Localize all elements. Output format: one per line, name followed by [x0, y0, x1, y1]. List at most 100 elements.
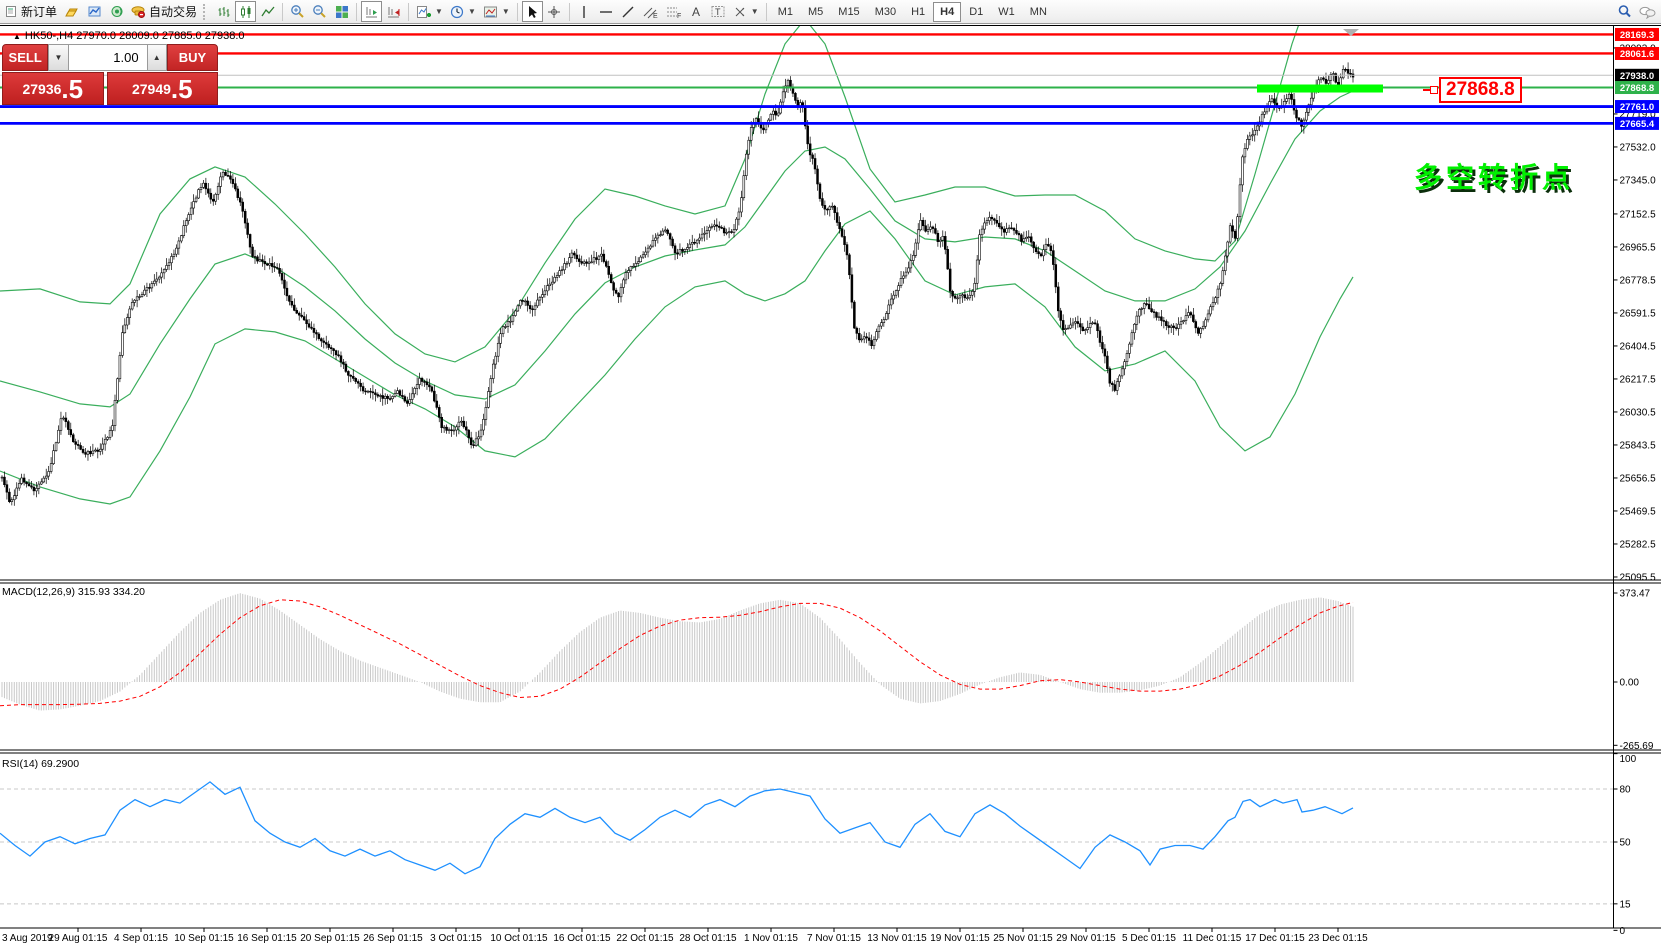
svg-text:E: E [653, 13, 658, 19]
rsi-indicator-label: RSI(14) 69.2900 [2, 758, 80, 770]
bollinger-upper-band [0, 25, 1300, 363]
timeframe-mn[interactable]: MN [1023, 2, 1054, 22]
price-level-value: 27868.8 [1439, 77, 1522, 103]
auto-scroll-icon [366, 6, 378, 17]
chat-icon [1639, 6, 1656, 19]
volume-increase-button[interactable]: ▲ [146, 44, 167, 71]
timeframe-w1[interactable]: W1 [991, 2, 1022, 22]
horizontal-line-button[interactable] [596, 1, 617, 22]
rsi-axis-label: 15 [1620, 899, 1632, 910]
buy-button[interactable]: BUY [166, 44, 218, 71]
arrow-marker [1343, 29, 1359, 36]
chevron-down-icon: ▼ [750, 7, 759, 16]
price-badge-label: 27665.4 [1620, 119, 1655, 130]
price-badge-label: 28169.3 [1620, 30, 1654, 41]
bar-chart-icon [218, 6, 230, 17]
zoom-out-button[interactable] [309, 1, 330, 22]
chart-canvas[interactable]: 28093.027719.027532.027345.027152.526965… [0, 25, 1661, 946]
toolbar-separator [516, 2, 518, 21]
volume-decrease-button[interactable]: ▼ [48, 44, 69, 71]
timeframe-m1[interactable]: M1 [771, 2, 800, 22]
bar-chart-button[interactable] [213, 1, 234, 22]
timeframe-m5[interactable]: M5 [801, 2, 830, 22]
buy-price-main: 27949 [131, 80, 171, 97]
chart-shift-button[interactable] [383, 1, 404, 22]
auto-scroll-button[interactable] [361, 1, 383, 22]
crosshair-button[interactable] [544, 1, 565, 22]
timeframe-h4[interactable]: H4 [933, 1, 962, 22]
price-tick-label: 27152.5 [1620, 209, 1657, 220]
tag-connector [1423, 89, 1430, 91]
cursor-button[interactable] [521, 1, 543, 22]
trendline-button[interactable] [618, 1, 639, 22]
vertical-line-icon [583, 5, 585, 18]
time-axis-label: 5 Dec 01:15 [1122, 933, 1176, 944]
price-badge [1615, 68, 1659, 82]
timeframe-h1[interactable]: H1 [904, 2, 932, 22]
time-axis-label: 1 Nov 01:15 [744, 933, 798, 944]
bollinger-bands [0, 25, 1354, 505]
equidistant-channel-button[interactable]: E [640, 1, 662, 22]
timeframe-d1[interactable]: D1 [962, 2, 990, 22]
price-badge [1615, 81, 1659, 95]
price-tick-label: 25469.5 [1620, 506, 1657, 517]
price-tick-label: 27719.0 [1620, 109, 1657, 120]
time-axis-label: 28 Oct 01:15 [679, 933, 737, 944]
price-tick-label: 26404.5 [1620, 341, 1657, 352]
price-tick-label: 26030.5 [1620, 407, 1657, 418]
gold-button[interactable] [61, 1, 83, 22]
time-axis-label: 25 Nov 01:15 [993, 933, 1053, 944]
chart-annotation[interactable]: 多空转折点 [1414, 162, 1575, 193]
indicators-button[interactable]: ▼ [413, 1, 446, 22]
sell-button[interactable]: SELL [2, 44, 49, 71]
svg-text:T: T [715, 7, 721, 17]
text-button[interactable]: A [686, 1, 707, 22]
shapes-button[interactable]: ▼ [730, 1, 762, 22]
template-icon [483, 6, 497, 17]
templates-button[interactable]: ▼ [480, 1, 513, 22]
time-axis-label: 16 Oct 01:15 [553, 933, 611, 944]
toolbar: 新订单 自动交易 [0, 0, 1661, 24]
line-chart-icon [260, 6, 275, 16]
buy-price[interactable]: 27949.5 [106, 72, 218, 105]
zoom-in-button[interactable] [287, 1, 308, 22]
search-button[interactable] [1614, 1, 1635, 22]
auto-trading-button[interactable]: 自动交易 [128, 1, 200, 22]
time-axis-label: 3 Aug 2019 [2, 933, 53, 944]
time-axis-label: 22 Oct 01:15 [616, 933, 674, 944]
new-order-button[interactable]: 新订单 [2, 1, 60, 22]
chat-button[interactable] [1636, 1, 1659, 22]
toolbar-separator [408, 2, 410, 21]
tile-windows-button[interactable] [331, 1, 352, 22]
candlesticks [0, 62, 1355, 506]
signals-button[interactable] [106, 1, 127, 22]
toolbar-grip [203, 3, 210, 20]
rsi-axis-label: 0 [1620, 926, 1626, 937]
price-tick-label: 27532.0 [1620, 142, 1657, 153]
svg-text:F: F [677, 13, 681, 19]
market-watch-button[interactable] [84, 1, 105, 22]
vertical-line-button[interactable] [574, 1, 595, 22]
label-button[interactable]: T [708, 1, 729, 22]
line-chart-button[interactable] [257, 1, 278, 22]
timeframe-m15[interactable]: M15 [831, 2, 866, 22]
sell-price[interactable]: 27936.5 [2, 72, 104, 105]
price-badge [1615, 27, 1659, 41]
level-lines [0, 29, 1614, 125]
fibonacci-button[interactable]: F [663, 1, 685, 22]
chart-shift-icon [388, 6, 400, 17]
periods-button[interactable]: ▼ [447, 1, 479, 22]
price-tick-label: 25282.5 [1620, 539, 1657, 550]
indicators-icon [417, 5, 432, 18]
price-tick-label: 25656.5 [1620, 473, 1657, 484]
price-tick-label: 26591.5 [1620, 308, 1657, 319]
candlestick-chart-button[interactable] [235, 1, 257, 22]
price-badge [1615, 100, 1659, 114]
bollinger-lower-band [0, 210, 1354, 505]
timeframe-m30[interactable]: M30 [868, 2, 903, 22]
volume-input[interactable] [68, 44, 147, 71]
price-level-tag[interactable]: 27868.8 [1423, 77, 1522, 103]
macd-axis-label: 0.00 [1620, 678, 1640, 689]
